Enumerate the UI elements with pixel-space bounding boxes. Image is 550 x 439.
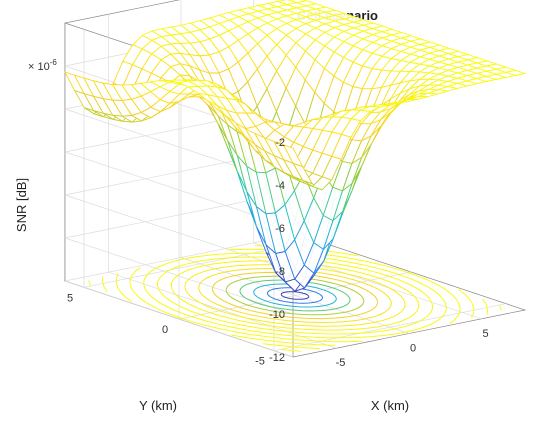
contour-line	[184, 264, 406, 327]
grid-z-side	[64, 280, 294, 358]
grid-z-side	[64, 194, 294, 272]
x-tick-label: 0	[410, 343, 416, 355]
x-tick-label: 5	[482, 328, 488, 340]
grid-z-side	[64, 237, 294, 315]
surface-cell	[504, 69, 527, 76]
grid-z-back	[64, 233, 298, 282]
z-tick-label: -10	[269, 309, 285, 321]
tick-labels: -12 -10 -8 -6 -4 -2 -5 0 5 -5 0 5	[67, 137, 489, 369]
z-tick-label: -8	[275, 266, 285, 278]
contour-line	[239, 279, 351, 312]
contour-line	[211, 271, 379, 320]
z-axis-label: SNR [dB]	[14, 178, 29, 232]
z-tick-label: -2	[275, 137, 285, 149]
grid-y-floor	[273, 303, 507, 352]
x-tick-label: -5	[336, 357, 346, 369]
z-exponent-label: × 10-6	[28, 58, 57, 73]
surface-mesh	[64, 0, 527, 293]
contour-line	[225, 275, 365, 316]
y-tick-label: -5	[255, 356, 265, 368]
contour-line	[170, 260, 420, 331]
y-tick-label: 5	[67, 292, 73, 304]
z-tick-label: -12	[269, 352, 285, 364]
contour-line	[198, 268, 392, 323]
contour-line	[143, 252, 447, 339]
contour-line	[253, 283, 337, 308]
z-tick-label: -6	[275, 223, 285, 235]
contour-line	[267, 287, 323, 304]
contour-line	[280, 291, 310, 300]
y-axis-label: Y (km)	[139, 398, 177, 413]
x-axis-label: X (km)	[371, 398, 409, 413]
z-tick-label: -4	[275, 180, 285, 192]
y-tick-label: 0	[162, 324, 168, 336]
contour-line	[156, 256, 434, 335]
grid-y-floor	[178, 271, 412, 320]
